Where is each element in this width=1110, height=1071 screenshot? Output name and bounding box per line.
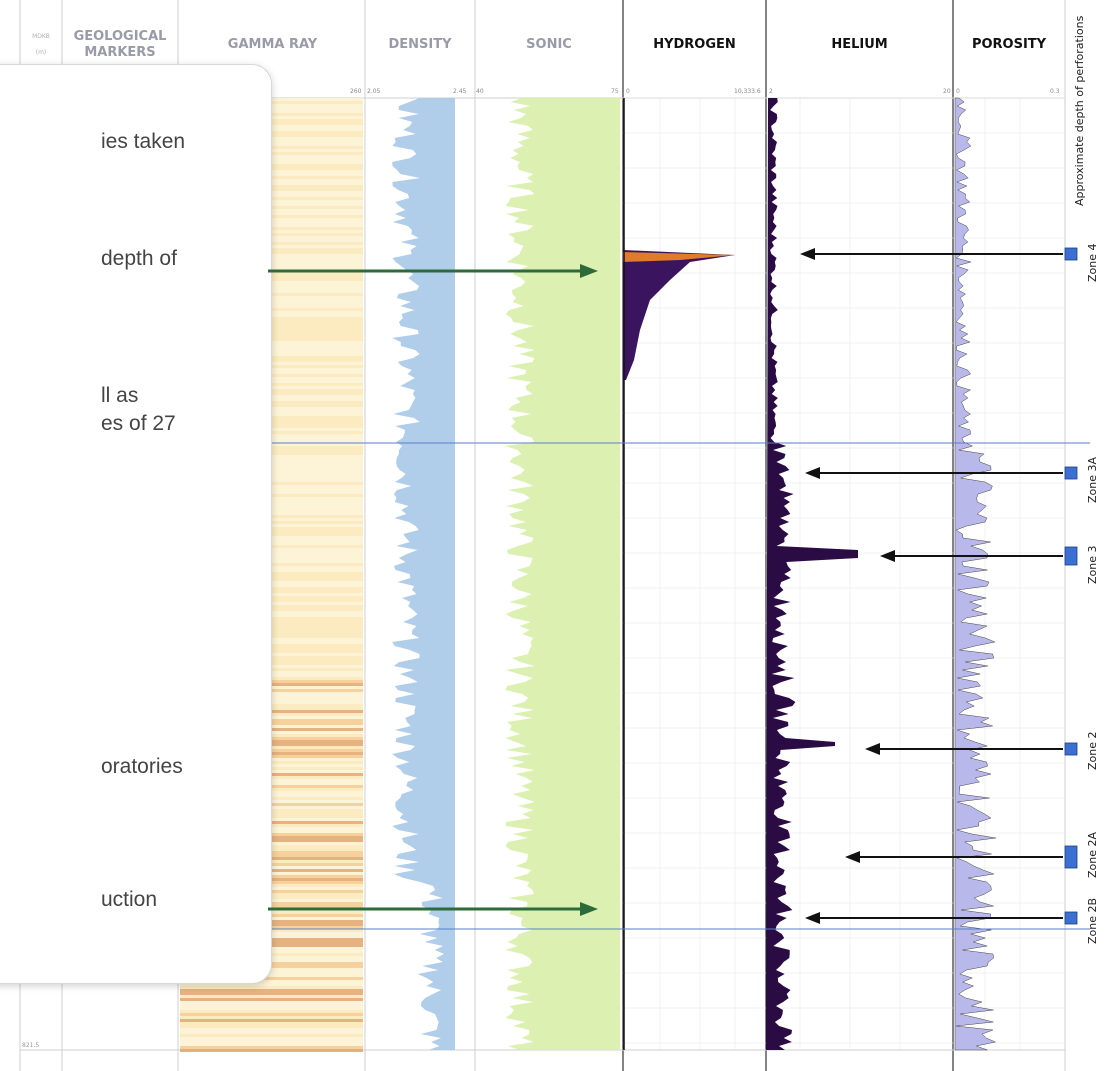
hydrogen-min-label: 0	[626, 88, 630, 95]
hydrogen-header: HYDROGEN	[653, 37, 736, 52]
hydrogen-curve	[623, 250, 735, 380]
density-min-label: 2.05	[367, 88, 381, 95]
zone-label-4: Zone 4	[1086, 243, 1099, 283]
zone-marker-0	[1064, 247, 1078, 261]
hydrogen-curve-highlight	[623, 252, 735, 262]
gamma-band	[180, 974, 363, 977]
zone-marker-2	[1064, 546, 1078, 566]
zone-marker-4	[1064, 845, 1078, 869]
gamma-band	[180, 1037, 363, 1040]
gamma-band	[180, 1022, 363, 1025]
gamma-band	[180, 983, 363, 986]
gamma-band	[180, 995, 363, 998]
track-scales: 260 2.05 2.45 40 75 0 10,333.6 2 20 0 0.…	[0, 88, 1110, 98]
density-header: DENSITY	[388, 37, 452, 52]
porosity-header: POROSITY	[971, 37, 1047, 52]
zone-arrowhead-5	[805, 912, 820, 924]
gamma-band	[180, 986, 363, 989]
zone-arrowhead-3	[865, 743, 880, 755]
zone-marker-1	[1064, 466, 1078, 480]
callout-line-1: ies taken	[101, 130, 186, 153]
helium-min-label: 2	[769, 88, 773, 95]
gamma-band	[180, 1049, 363, 1052]
mdkb-label: MDKB	[32, 33, 50, 40]
gamma-band	[180, 977, 363, 980]
sonic-max-label: 75	[611, 88, 619, 95]
gamma-band	[180, 1031, 363, 1034]
mdkb-header: MDKB (m)	[20, 0, 62, 90]
zone-arrowhead-4	[845, 851, 860, 863]
gamma-band	[180, 1025, 363, 1028]
callout-panel: ies taken depth of ll as es of 27 orator…	[0, 64, 272, 984]
hydrogen-max-label: 10,333.6	[734, 88, 761, 95]
gamma-ray-header: GAMMA RAY	[227, 37, 318, 52]
depth-bottom-label: 821.5	[22, 1042, 40, 1049]
gamma-band	[180, 1004, 363, 1007]
porosity-max-label: 0.3	[1050, 88, 1060, 95]
zone-label-2a: Zone 2A	[1086, 831, 1099, 878]
gamma-band	[180, 1019, 363, 1022]
zone-arrowhead-2	[880, 550, 895, 562]
helium-header: HELIUM	[831, 37, 888, 52]
zone-arrowhead-0	[800, 248, 815, 260]
geological-markers-header: GEOLOGICAL MARKERS	[73, 29, 167, 60]
helium-max-label: 20	[943, 88, 951, 95]
gamma-band	[180, 1001, 363, 1004]
callout-line-3a: ll as	[101, 384, 139, 407]
mdkb-unit: (m)	[35, 49, 47, 56]
gamma-band	[180, 980, 363, 983]
sonic-curve	[505, 98, 620, 1050]
perforation-title: Approximate depth of perforations	[1073, 15, 1086, 206]
gamma-band	[180, 989, 363, 992]
gamma-band	[180, 1010, 363, 1013]
zone-marker-3	[1064, 742, 1078, 756]
zone-marker-5	[1064, 911, 1078, 925]
zone-label-2b: Zone 2B	[1086, 897, 1099, 944]
helium-curve	[766, 98, 858, 1050]
callout-line-3b: es of 27	[101, 412, 176, 435]
density-max-label: 2.45	[453, 88, 467, 95]
zone-label-3a: Zone 3A	[1086, 456, 1099, 503]
gamma-band	[180, 1013, 363, 1016]
porosity-min-label: 0	[956, 88, 960, 95]
gamma-max-label: 260	[350, 88, 362, 95]
gamma-band	[180, 1034, 363, 1037]
sonic-min-label: 40	[476, 88, 484, 95]
zone-arrowhead-1	[805, 467, 820, 479]
zone-label-3: Zone 3	[1086, 545, 1099, 585]
zone-label-2: Zone 2	[1086, 731, 1099, 771]
gamma-band	[180, 992, 363, 995]
gamma-band	[180, 971, 363, 974]
callout-line-4: oratories	[101, 755, 183, 778]
gamma-band	[180, 1028, 363, 1031]
density-curve	[392, 98, 455, 1050]
gamma-band	[180, 1043, 363, 1046]
gamma-band	[180, 1007, 363, 1010]
sonic-header: SONIC	[526, 37, 572, 52]
porosity-curve	[954, 97, 997, 1051]
gamma-band	[180, 1040, 363, 1043]
gamma-band	[180, 998, 363, 1001]
gamma-band	[180, 1016, 363, 1019]
gamma-band	[180, 1046, 363, 1049]
callout-line-2: depth of	[101, 247, 177, 270]
callout-line-5: uction	[101, 888, 158, 911]
gamma-band	[180, 968, 363, 971]
